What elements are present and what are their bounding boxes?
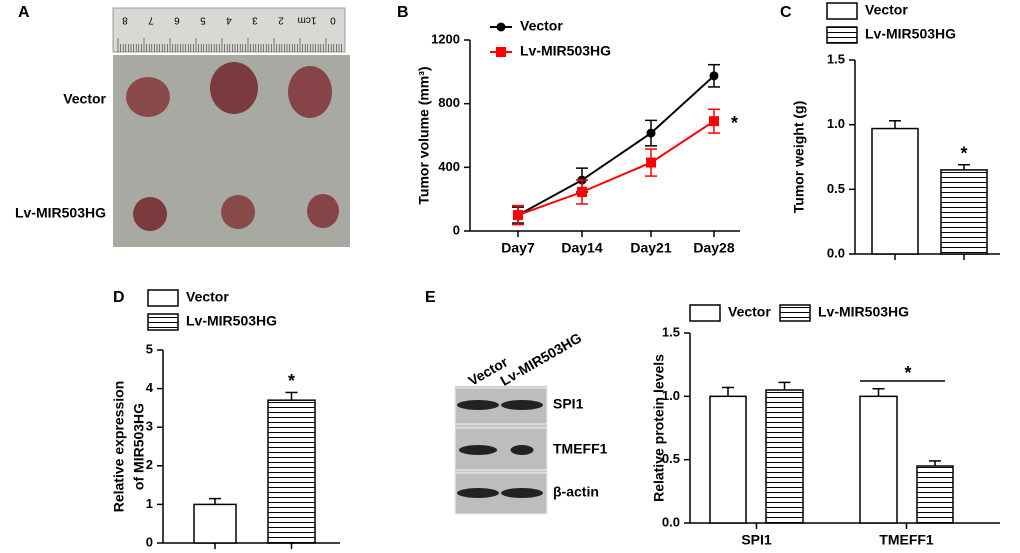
lane-label: Lv-MIR503HG	[497, 329, 584, 388]
annotation: *	[960, 144, 967, 164]
ruler-label: 0	[330, 14, 336, 25]
photo	[112, 7, 350, 247]
y-tick-label: 0	[146, 534, 153, 549]
ruler-label: 1cm	[298, 14, 317, 25]
series-line	[517, 75, 715, 216]
point	[646, 157, 656, 168]
y-tick-label: 0.0	[827, 245, 845, 260]
y-axis-label: Relative expression	[111, 381, 127, 513]
band-label: β-actin	[553, 484, 599, 500]
legend-label: Lv-MIR503HG	[865, 26, 956, 42]
blot-band	[458, 445, 498, 455]
legend-label: Lv-MIR503HG	[186, 313, 277, 329]
legend-label: Lv-MIR503HG	[818, 304, 909, 320]
panel-letter: C	[780, 4, 792, 21]
y-tick-label: 5	[146, 341, 153, 356]
y-tick-label: 1.5	[662, 324, 680, 339]
y-axis-label: Tumor volume (mm³)	[416, 66, 432, 204]
y-axis-label: of MIR503HG	[131, 403, 147, 490]
x-tick-label: TMEFF1	[879, 532, 934, 548]
legend-swatch	[826, 2, 858, 20]
bar	[765, 389, 804, 524]
bar	[267, 399, 316, 544]
blot-band	[457, 488, 499, 498]
legend-swatch	[147, 313, 179, 331]
panel-letter: B	[397, 4, 409, 21]
row-label: Vector	[63, 91, 106, 107]
y-axis-label: Tumor weight (g)	[791, 101, 807, 214]
blot-band	[501, 400, 543, 410]
annotation: *	[288, 371, 295, 391]
y-tick-label: 2	[146, 457, 153, 472]
legend-label: Lv-MIR503HG	[520, 43, 611, 59]
x-tick-label: Day21	[630, 240, 671, 256]
y-tick-label: 1.0	[827, 116, 845, 131]
legend-swatch	[689, 304, 721, 322]
legend-label: Vector	[865, 2, 908, 18]
series-line	[517, 120, 715, 217]
y-tick-label: 4	[146, 380, 154, 395]
point	[646, 128, 656, 138]
blot-band	[510, 445, 534, 455]
ruler-label: 2	[278, 14, 284, 25]
ruler-label: 3	[252, 14, 258, 25]
ruler-label: 6	[174, 14, 180, 25]
legend-marker	[496, 22, 506, 32]
ruler-label: 8	[122, 14, 128, 25]
blot-band	[501, 488, 543, 498]
point	[709, 116, 719, 127]
legend-swatch	[779, 304, 811, 322]
y-tick-label: 1.0	[662, 388, 680, 403]
ruler-label: 7	[148, 14, 154, 25]
y-tick-label: 400	[438, 159, 460, 174]
y-tick-label: 0.5	[662, 451, 680, 466]
x-tick-label: SPI1	[741, 532, 772, 548]
y-tick-label: 1	[146, 496, 153, 511]
x-tick-label: Day14	[561, 240, 602, 256]
y-tick-label: 0.0	[662, 514, 680, 529]
ruler-label: 4	[226, 14, 232, 25]
legend-label: Vector	[186, 289, 229, 305]
bar	[709, 395, 747, 524]
legend-marker	[496, 47, 506, 57]
bar	[916, 465, 954, 524]
y-tick-label: 800	[438, 95, 460, 110]
y-tick-label: 0	[453, 222, 460, 237]
blot-band	[457, 400, 499, 410]
legend-label: Vector	[520, 18, 563, 34]
point	[513, 210, 523, 221]
y-axis-label: Relative protein levels	[651, 354, 667, 502]
y-tick-label: 3	[146, 419, 153, 434]
y-tick-label: 0.5	[827, 181, 845, 196]
point	[709, 71, 719, 81]
legend-swatch	[147, 289, 179, 307]
bar	[940, 169, 988, 255]
x-tick-label: Day28	[693, 240, 734, 256]
annotation: *	[731, 113, 738, 133]
annotation: *	[904, 363, 911, 383]
bar	[859, 395, 898, 524]
bar	[193, 503, 237, 544]
band-label: TMEFF1	[553, 441, 608, 457]
y-tick-label: 1.5	[827, 51, 845, 66]
panel-letter: D	[113, 289, 125, 306]
row-label: Lv-MIR503HG	[15, 205, 106, 221]
band-label: SPI1	[553, 396, 584, 412]
legend-label: Vector	[728, 304, 771, 320]
legend-swatch	[826, 26, 858, 44]
x-tick-label: Day7	[501, 240, 535, 256]
panel-letter: E	[425, 289, 436, 306]
ruler-label: 5	[200, 14, 206, 25]
bar	[871, 127, 919, 255]
point	[577, 187, 587, 198]
panel-letter: A	[18, 4, 30, 21]
y-tick-label: 1200	[431, 31, 460, 46]
